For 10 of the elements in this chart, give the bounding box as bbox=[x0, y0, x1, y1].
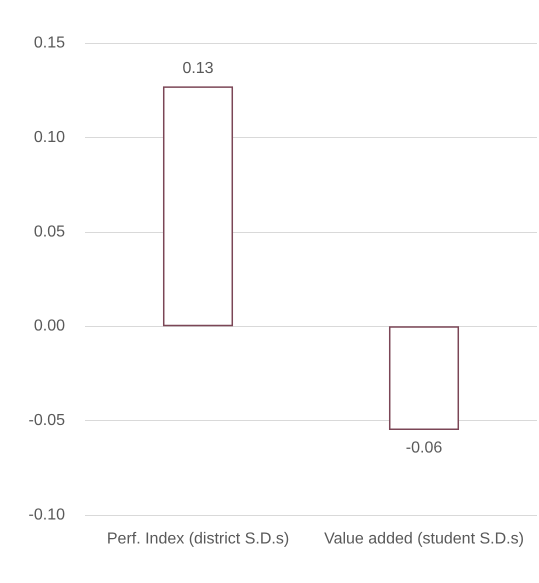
x-tick-label: Value added (student S.D.s) bbox=[324, 530, 524, 548]
y-tick-label: -0.05 bbox=[28, 412, 66, 430]
y-tick-label: 0.00 bbox=[34, 318, 66, 335]
y-tick-label: 0.15 bbox=[34, 34, 66, 52]
data-label: -0.06 bbox=[406, 440, 442, 457]
y-tick-label: 0.05 bbox=[34, 223, 66, 240]
data-label: 0.13 bbox=[182, 60, 214, 77]
y-tick-label: -0.10 bbox=[28, 506, 66, 524]
x-tick-label: Perf. Index (district S.D.s) bbox=[106, 530, 290, 548]
y-tick-label: 0.10 bbox=[34, 128, 66, 146]
